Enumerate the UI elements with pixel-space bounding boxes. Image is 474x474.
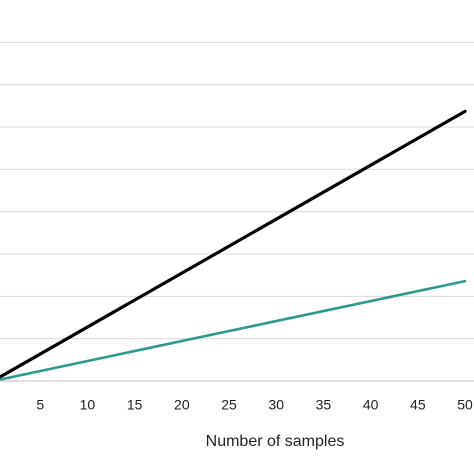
line <box>0 109 467 379</box>
x-tick-label: 35 <box>316 397 332 413</box>
x-axis-label: Number of samples <box>206 433 345 450</box>
x-tick-label: 15 <box>127 397 143 413</box>
x-tick-label: 40 <box>363 397 379 413</box>
x-tick-label: 25 <box>221 397 237 413</box>
grid <box>0 41 474 340</box>
x-tick-label: 20 <box>174 397 190 413</box>
x-tick-label: 10 <box>80 397 96 413</box>
x-tick-label: 45 <box>410 397 426 413</box>
line <box>0 279 467 381</box>
x-tick-label: 50 <box>457 397 473 413</box>
plot <box>0 109 467 381</box>
x-tick-label: 5 <box>36 397 44 413</box>
x-tick-label: 30 <box>268 397 284 413</box>
